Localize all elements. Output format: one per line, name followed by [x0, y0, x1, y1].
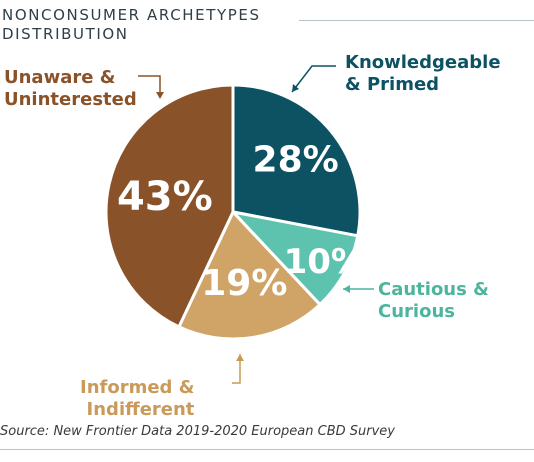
leader-arrow-knowledgeable-primed	[292, 84, 299, 92]
chart-title: NONCONSUMER ARCHETYPES DISTRIBUTION	[2, 6, 261, 44]
slice-label-unaware-uninterested: Unaware & Uninterested	[4, 67, 137, 110]
slice-unaware-uninterested	[104, 83, 235, 329]
slice-label-informed-indifferent: Informed & Indifferent	[80, 377, 195, 420]
leader-line-informed-indifferent	[232, 354, 241, 384]
slice-informed-indifferent	[177, 210, 322, 341]
value-label-cautious-curious: 10%	[284, 242, 365, 282]
source-note: Source: New Frontier Data 2019-2020 Euro…	[0, 424, 395, 439]
slice-cautious-curious	[231, 210, 360, 307]
value-label-knowledgeable-primed: 28%	[253, 140, 339, 181]
slice-label-knowledgeable-primed: Knowledgeable & Primed	[345, 52, 501, 95]
chart-title-line-2: DISTRIBUTION	[2, 25, 129, 43]
slice-label-cautious-curious: Cautious & Curious	[378, 279, 489, 322]
chart-title-line-1: NONCONSUMER ARCHETYPES	[2, 6, 261, 24]
leader-line-knowledgeable-primed	[291, 65, 336, 93]
leader-line-unaware-uninterested	[138, 75, 161, 97]
leader-arrow-unaware-uninterested	[156, 92, 164, 99]
value-label-unaware-uninterested: 43%	[117, 174, 213, 220]
value-label-informed-indifferent: 19%	[201, 263, 287, 304]
slice-knowledgeable-primed	[231, 83, 362, 238]
leader-arrow-cautious-curious	[343, 285, 350, 293]
leader-arrow-informed-indifferent	[236, 354, 244, 361]
footer-divider	[0, 449, 534, 450]
title-divider	[299, 20, 534, 21]
